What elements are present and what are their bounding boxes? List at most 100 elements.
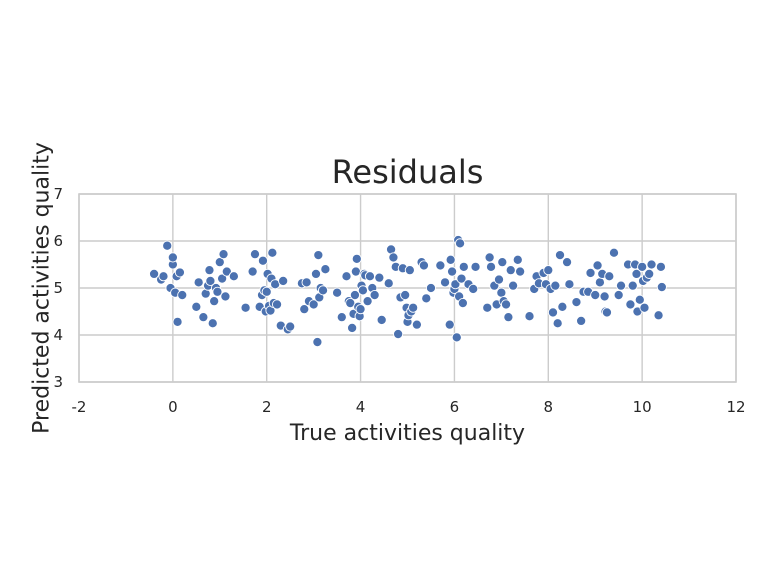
scatter-point [408, 302, 419, 313]
scatter-point [608, 247, 620, 258]
chart-title: Residuals [332, 153, 484, 191]
x-tick-label: 8 [544, 398, 554, 416]
x-tick-label: 10 [633, 398, 652, 416]
scatter-point [383, 278, 394, 289]
scatter-point [278, 275, 289, 287]
scatter-point [317, 285, 329, 296]
scatter-point [149, 268, 160, 279]
scatter-point [369, 289, 380, 301]
scatter-point [388, 252, 399, 263]
scatter-point [500, 299, 512, 310]
scatter-point [299, 304, 310, 315]
x-axis-label: True activities quality [289, 421, 525, 446]
scatter-point [444, 319, 455, 330]
scatter-point [355, 304, 366, 315]
scatter-point [418, 260, 429, 271]
scatter-point [550, 280, 561, 291]
scatter-point [193, 277, 204, 288]
scatter-point [350, 266, 361, 277]
x-tick-label: 2 [262, 398, 272, 416]
scatter-point [627, 280, 638, 291]
scatter-point [445, 254, 456, 265]
scatter-point [174, 267, 185, 278]
scatter-point [207, 318, 218, 329]
scatter-point [261, 286, 272, 297]
scatter-point [301, 277, 312, 288]
scatter-point [267, 247, 278, 258]
scatter-point [455, 238, 466, 249]
scatter-point [562, 257, 573, 268]
scatter-point [336, 312, 347, 323]
scatter-point [308, 299, 319, 310]
scatter-point [198, 312, 209, 323]
scatter-point [564, 279, 575, 290]
y-tick-labels: 3 4 5 6 7 [53, 185, 63, 391]
scatter-point [482, 302, 493, 313]
scatter-point [209, 296, 220, 307]
scatter-point [341, 271, 352, 282]
scatter-point [357, 285, 368, 296]
scatter-point [594, 277, 605, 288]
scatter-point [439, 277, 451, 288]
scatter-point [217, 273, 228, 284]
scatter-point [644, 268, 655, 279]
scatter-point [364, 271, 376, 282]
scatter-point [470, 261, 481, 272]
scatter-point [374, 272, 385, 283]
scatter-point [167, 252, 178, 263]
scatter-point [655, 261, 666, 272]
scatter-point [497, 257, 508, 268]
x-tick-label: 12 [726, 398, 745, 416]
scatter-point [400, 289, 411, 301]
scatter-point [393, 329, 404, 340]
scatter-point [456, 273, 467, 284]
scatter-point [212, 286, 223, 297]
scatter-point [425, 282, 437, 294]
scatter-point [411, 319, 422, 330]
scatter-point [312, 336, 323, 348]
scatter-point [653, 310, 664, 321]
scatter-point [484, 252, 495, 263]
grid [78, 193, 737, 383]
scatter-point [220, 291, 231, 302]
y-tick-label: 6 [53, 232, 63, 250]
scatter-point [543, 265, 554, 276]
scatter-point [313, 250, 324, 261]
scatter-point [592, 260, 603, 271]
scatter-point [271, 299, 283, 310]
scatter-point [450, 279, 461, 290]
scatter-point [505, 265, 516, 276]
scatter-point [515, 266, 526, 277]
scatter-point [508, 280, 519, 291]
scatter-point [485, 261, 497, 272]
y-tick-label: 4 [53, 326, 63, 344]
scatter-point [599, 291, 610, 302]
scatter-point [615, 280, 627, 291]
scatter-point [503, 312, 514, 323]
scatter-point [451, 332, 462, 343]
scatter-point [320, 264, 331, 275]
scatter-point [158, 271, 169, 282]
scatter-point [646, 259, 657, 270]
scatter-point [656, 282, 667, 293]
scatter-point [604, 271, 615, 282]
scatter-point [468, 283, 479, 294]
x-tick-label: -2 [72, 398, 87, 416]
scatter-point [404, 265, 415, 276]
plot-frame [78, 193, 737, 383]
scatter-point [214, 257, 225, 268]
scatter-point [557, 301, 568, 312]
scatter-point [177, 289, 188, 301]
x-tick-label: 6 [450, 398, 460, 416]
x-tick-label: 0 [168, 398, 178, 416]
scatter-point [345, 297, 356, 309]
scatter-point [191, 301, 202, 312]
y-tick-label: 7 [53, 185, 63, 203]
scatter-point [204, 265, 215, 276]
scatter-point [590, 289, 601, 301]
scatter-point [457, 297, 468, 309]
scatter-point [257, 255, 269, 266]
y-axis-label: Predicted activities quality [30, 142, 55, 434]
scatter-point [347, 322, 358, 334]
